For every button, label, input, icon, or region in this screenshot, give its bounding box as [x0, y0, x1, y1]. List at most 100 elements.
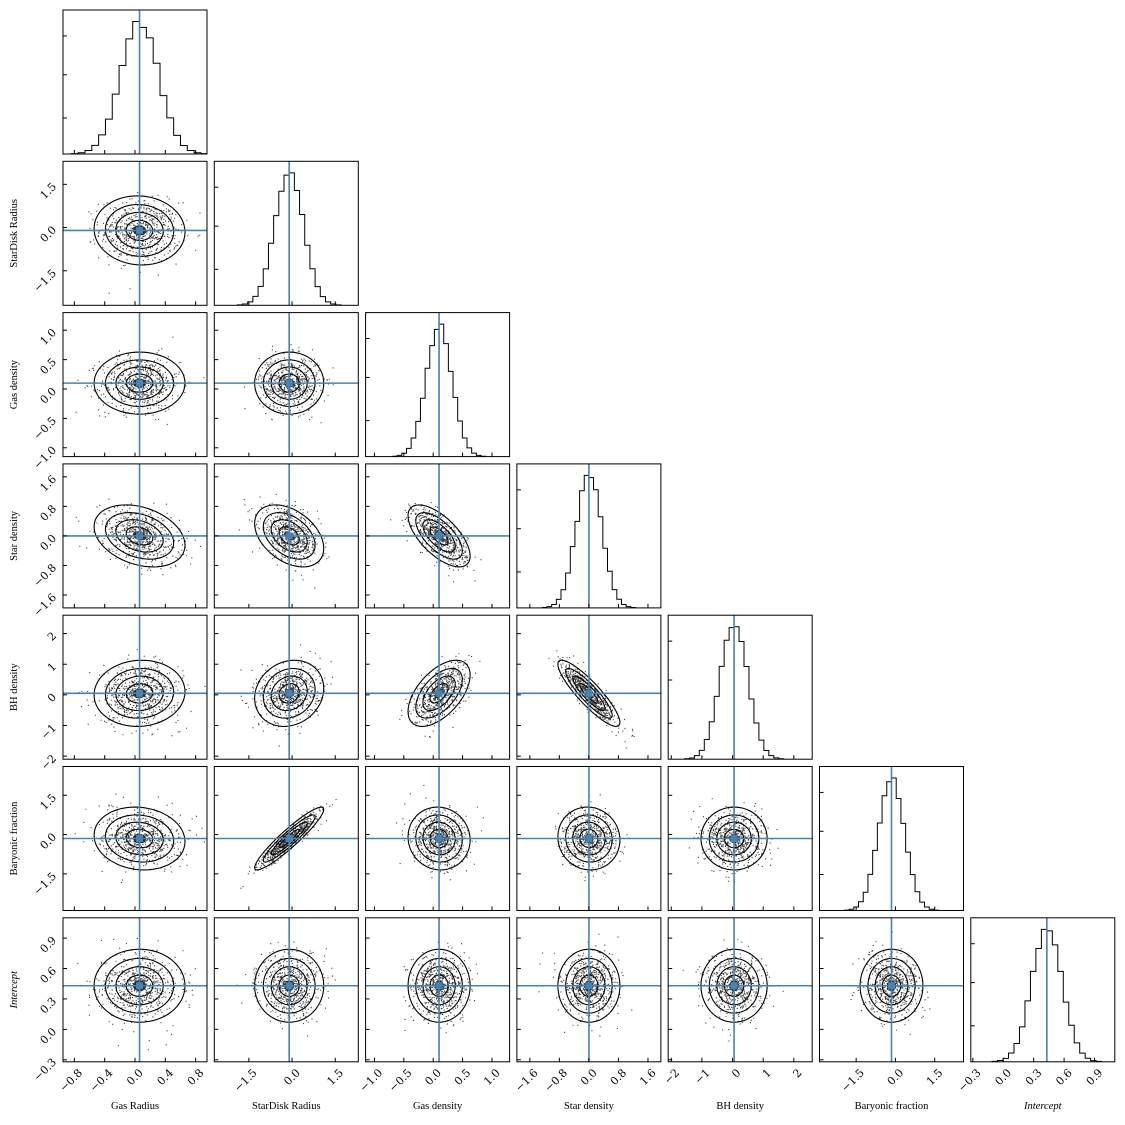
y-tick-label: −1.0 [31, 444, 59, 472]
x-tick-label: 0.6 [1053, 1066, 1075, 1088]
density-contour [422, 675, 456, 712]
panel-frame [62, 614, 208, 760]
density-contour [415, 667, 463, 719]
scatter-panel-star-density-vs-stardisk-radius [213, 463, 359, 609]
scatter-panel-baryonic-fraction-vs-gas-radius [62, 766, 208, 911]
panel-content [214, 766, 359, 911]
x-axis-label: Intercept [1023, 1101, 1063, 1112]
panel-content [63, 463, 207, 608]
panel-frame [213, 766, 359, 911]
panel-frame [213, 312, 359, 458]
panel-frame [667, 917, 813, 1063]
y-tick-label: −0.5 [31, 414, 59, 442]
density-contour [262, 512, 316, 560]
hist-panel-gas-density [365, 312, 511, 458]
truth-marker [585, 835, 593, 842]
y-tick-label: 2 [45, 630, 59, 644]
scatter-panel-star-density-vs-gas-radius [62, 463, 208, 609]
truth-marker [136, 982, 144, 990]
density-contour [415, 512, 463, 560]
x-tick-label: 1.6 [637, 1066, 659, 1088]
panel-frame [365, 766, 511, 911]
truth-marker [285, 982, 293, 990]
x-tick-label: −0.3 [956, 1066, 984, 1094]
density-contour [254, 806, 325, 871]
scatter-panel-intercept-vs-star-density [516, 917, 662, 1063]
x-tick-label: 0.8 [185, 1066, 207, 1088]
panel-content [214, 463, 359, 608]
scatter-panel-stardisk-radius-vs-gas-radius [62, 160, 208, 306]
scatter-panel-gas-density-vs-gas-radius [62, 312, 208, 458]
panel-content [70, 10, 207, 154]
density-contour [278, 526, 300, 546]
hist-panel-gas-radius [62, 9, 208, 155]
panel-content [683, 615, 785, 760]
density-contour [429, 526, 449, 546]
scatter-panel-bh-density-vs-star-density [516, 614, 662, 760]
truth-marker [285, 835, 293, 842]
panel-content [214, 615, 359, 760]
density-contour [270, 675, 308, 712]
density-contour [407, 806, 471, 871]
density-contour [104, 814, 175, 863]
y-tick-label: 1.5 [38, 791, 60, 813]
density-contour [104, 203, 175, 257]
panel-content [63, 917, 207, 1062]
panel-content [63, 615, 207, 760]
panel-frame [819, 917, 964, 1063]
y-tick-label: −1.5 [31, 267, 59, 295]
scatter-panel-baryonic-fraction-vs-star-density [516, 766, 662, 911]
density-contour [93, 504, 186, 568]
x-tick-label: −0.8 [542, 1066, 570, 1094]
truth-marker [285, 379, 293, 387]
x-tick-label: 2 [790, 1066, 804, 1080]
scatter-points [390, 502, 482, 583]
y-axis-label: Gas density [9, 359, 20, 409]
x-tick-label: 0.0 [578, 1066, 600, 1088]
x-tick-label: 0.3 [1023, 1066, 1045, 1088]
density-contour [270, 821, 308, 856]
truth-marker [435, 982, 443, 990]
scatter-panel-intercept-vs-gas-radius [62, 917, 208, 1063]
panel-content [516, 615, 661, 760]
density-contour [254, 659, 325, 727]
y-tick-label: 0.3 [38, 995, 60, 1017]
x-tick-label: −1.5 [839, 1066, 867, 1094]
panel-content [365, 917, 510, 1062]
x-tick-label: −1 [692, 1066, 713, 1087]
panel-content [365, 615, 510, 760]
x-tick-label: 0.0 [281, 1066, 303, 1088]
x-tick-label: −2 [661, 1066, 682, 1087]
x-tick-label: −1.0 [357, 1066, 385, 1094]
x-tick-label: 0.0 [885, 1066, 907, 1088]
x-axis-label: Star density [564, 1101, 615, 1112]
panel-content [214, 312, 359, 457]
scatter-panel-bh-density-vs-gas-density [365, 614, 511, 760]
x-axis-label: Gas Radius [111, 1101, 159, 1112]
panel-frame [62, 9, 208, 155]
y-axis-label: Star density [9, 510, 20, 561]
y-tick-label: 0.0 [38, 223, 60, 245]
panel-content [516, 917, 661, 1062]
density-contour [93, 195, 186, 266]
panel-frame [970, 917, 1116, 1063]
x-tick-label: 1 [760, 1066, 774, 1080]
y-tick-label: 0.0 [38, 1025, 60, 1047]
truth-marker [730, 835, 738, 842]
density-contour [262, 667, 316, 719]
x-tick-label: 0.4 [155, 1066, 177, 1088]
truth-marker [136, 226, 144, 234]
panel-content [63, 312, 207, 457]
scatter-panel-intercept-vs-gas-density [365, 917, 511, 1063]
x-tick-label: −0.8 [57, 1066, 85, 1094]
y-tick-label: −1.6 [31, 591, 59, 619]
density-contour [278, 683, 300, 704]
hist-panel-bh-density [667, 614, 813, 760]
scatter-panel-star-density-vs-gas-density [365, 463, 511, 609]
panel-frame [213, 917, 359, 1063]
y-axis-label: Intercept [9, 970, 20, 1010]
x-tick-label: 0.9 [1084, 1066, 1106, 1088]
panel-content [214, 917, 359, 1062]
